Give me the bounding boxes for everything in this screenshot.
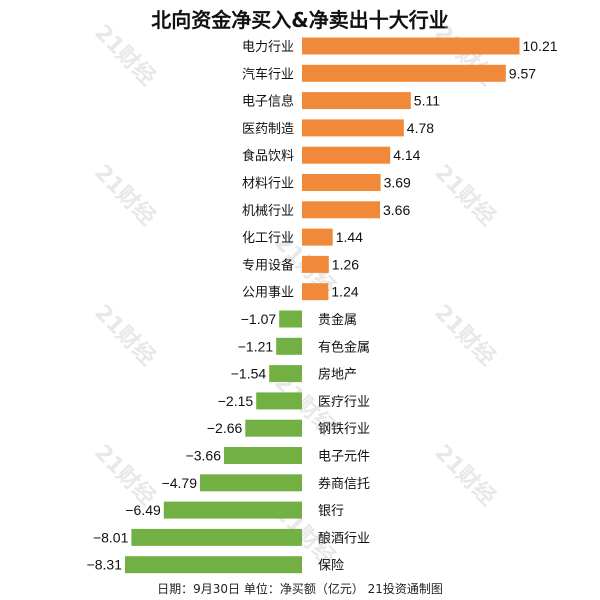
category-label: 化工行业 <box>242 231 294 246</box>
category-label: 电子元件 <box>318 450 370 465</box>
bar <box>125 556 302 574</box>
value-label: −1.21 <box>238 338 274 354</box>
value-label: −1.54 <box>231 366 267 382</box>
value-label: 9.57 <box>509 65 536 81</box>
watermark-text: 21财经 <box>89 439 160 510</box>
value-label: −8.31 <box>87 557 123 573</box>
category-label: 房地产 <box>318 367 357 383</box>
category-label: 券商信托 <box>318 476 370 492</box>
watermark-text: 21财经 <box>429 439 500 510</box>
value-label: −2.66 <box>207 420 243 436</box>
bar <box>302 64 506 82</box>
value-label: −1.07 <box>241 311 277 327</box>
bar <box>269 365 302 383</box>
bar <box>302 228 333 246</box>
category-label: 食品饮料 <box>242 148 294 164</box>
bar <box>256 392 302 410</box>
bar <box>302 146 391 164</box>
category-label: 电力行业 <box>242 40 294 55</box>
footer-note: 日期：9月30日 单位：净买额（亿元） 21投资通制图 <box>157 582 443 596</box>
bar <box>302 283 329 301</box>
value-label: 1.24 <box>331 284 358 300</box>
value-label: −3.66 <box>186 448 222 464</box>
bar <box>302 174 381 191</box>
value-label: 3.66 <box>383 202 410 218</box>
category-label: 有色金属 <box>318 339 370 355</box>
watermark-text: 21财经 <box>429 299 500 370</box>
bar <box>302 201 380 219</box>
bar <box>131 528 302 546</box>
bar <box>163 501 302 519</box>
bar <box>302 119 404 137</box>
bar <box>302 92 411 110</box>
watermark-text: 21财经 <box>429 159 500 230</box>
bar <box>276 337 302 355</box>
value-label: 4.14 <box>393 147 420 163</box>
bar <box>245 419 302 437</box>
value-label: −6.49 <box>125 502 161 518</box>
value-label: −2.15 <box>218 393 254 409</box>
category-label: 专用设备 <box>242 257 294 273</box>
category-label: 保险 <box>318 559 344 574</box>
value-label: −8.01 <box>93 529 129 545</box>
category-label: 汽车行业 <box>242 66 294 82</box>
watermark-text: 21财经 <box>89 19 160 90</box>
category-label: 酿酒行业 <box>318 530 370 546</box>
value-label: 1.26 <box>332 256 359 272</box>
value-label: 3.69 <box>384 175 411 191</box>
category-label: 钢铁行业 <box>318 422 370 437</box>
value-label: 10.21 <box>523 38 558 54</box>
category-label: 医疗行业 <box>318 395 370 410</box>
category-label: 医药制造 <box>242 122 294 137</box>
value-label: 5.11 <box>414 93 440 109</box>
value-label: 1.44 <box>336 229 363 245</box>
category-label: 公用事业 <box>242 286 294 301</box>
category-label: 电子信息 <box>242 94 294 110</box>
value-label: 4.78 <box>407 120 434 136</box>
bar <box>302 37 520 55</box>
category-label: 材料行业 <box>242 177 294 192</box>
bar <box>279 310 302 328</box>
category-label: 贵金属 <box>318 312 357 328</box>
watermark-text: 21财经 <box>89 299 160 370</box>
bar <box>302 255 329 273</box>
category-label: 机械行业 <box>242 204 294 219</box>
bar <box>200 474 302 492</box>
category-label: 银行 <box>318 504 344 519</box>
watermark-text: 21财经 <box>89 159 160 230</box>
chart-title: 北向资金净买入&净卖出十大行业 <box>151 8 449 32</box>
bar <box>224 447 302 464</box>
value-label: −4.79 <box>162 475 198 491</box>
